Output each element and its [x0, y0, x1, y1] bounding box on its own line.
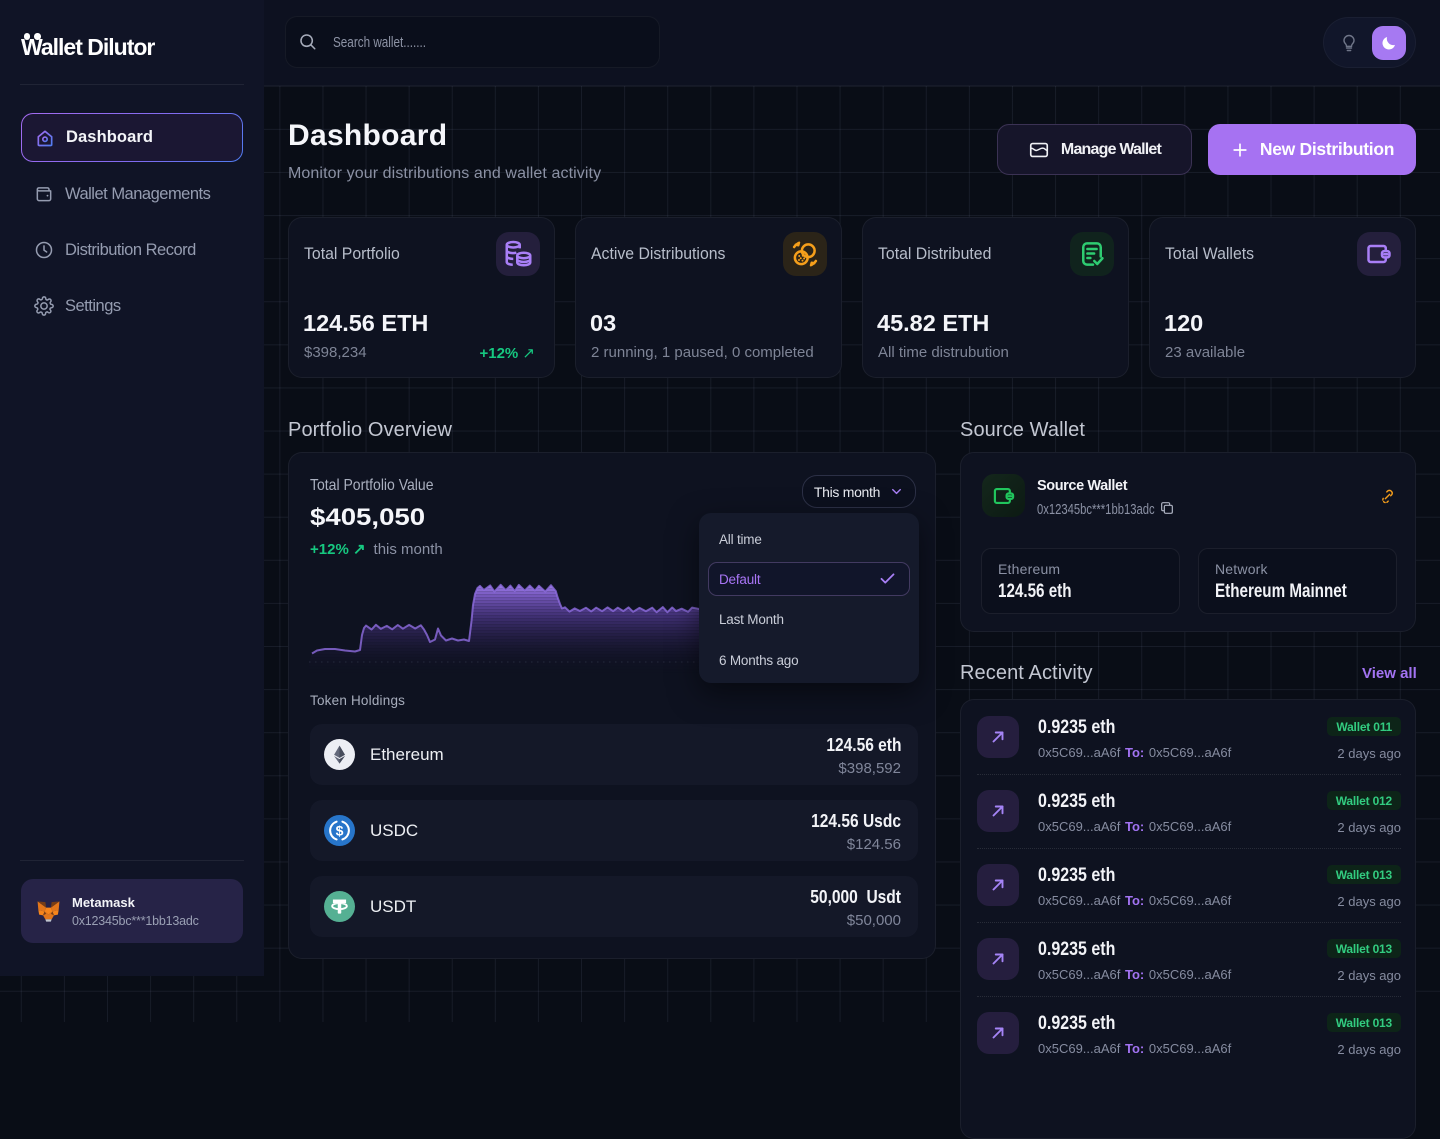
svg-text:$: $	[336, 823, 344, 839]
